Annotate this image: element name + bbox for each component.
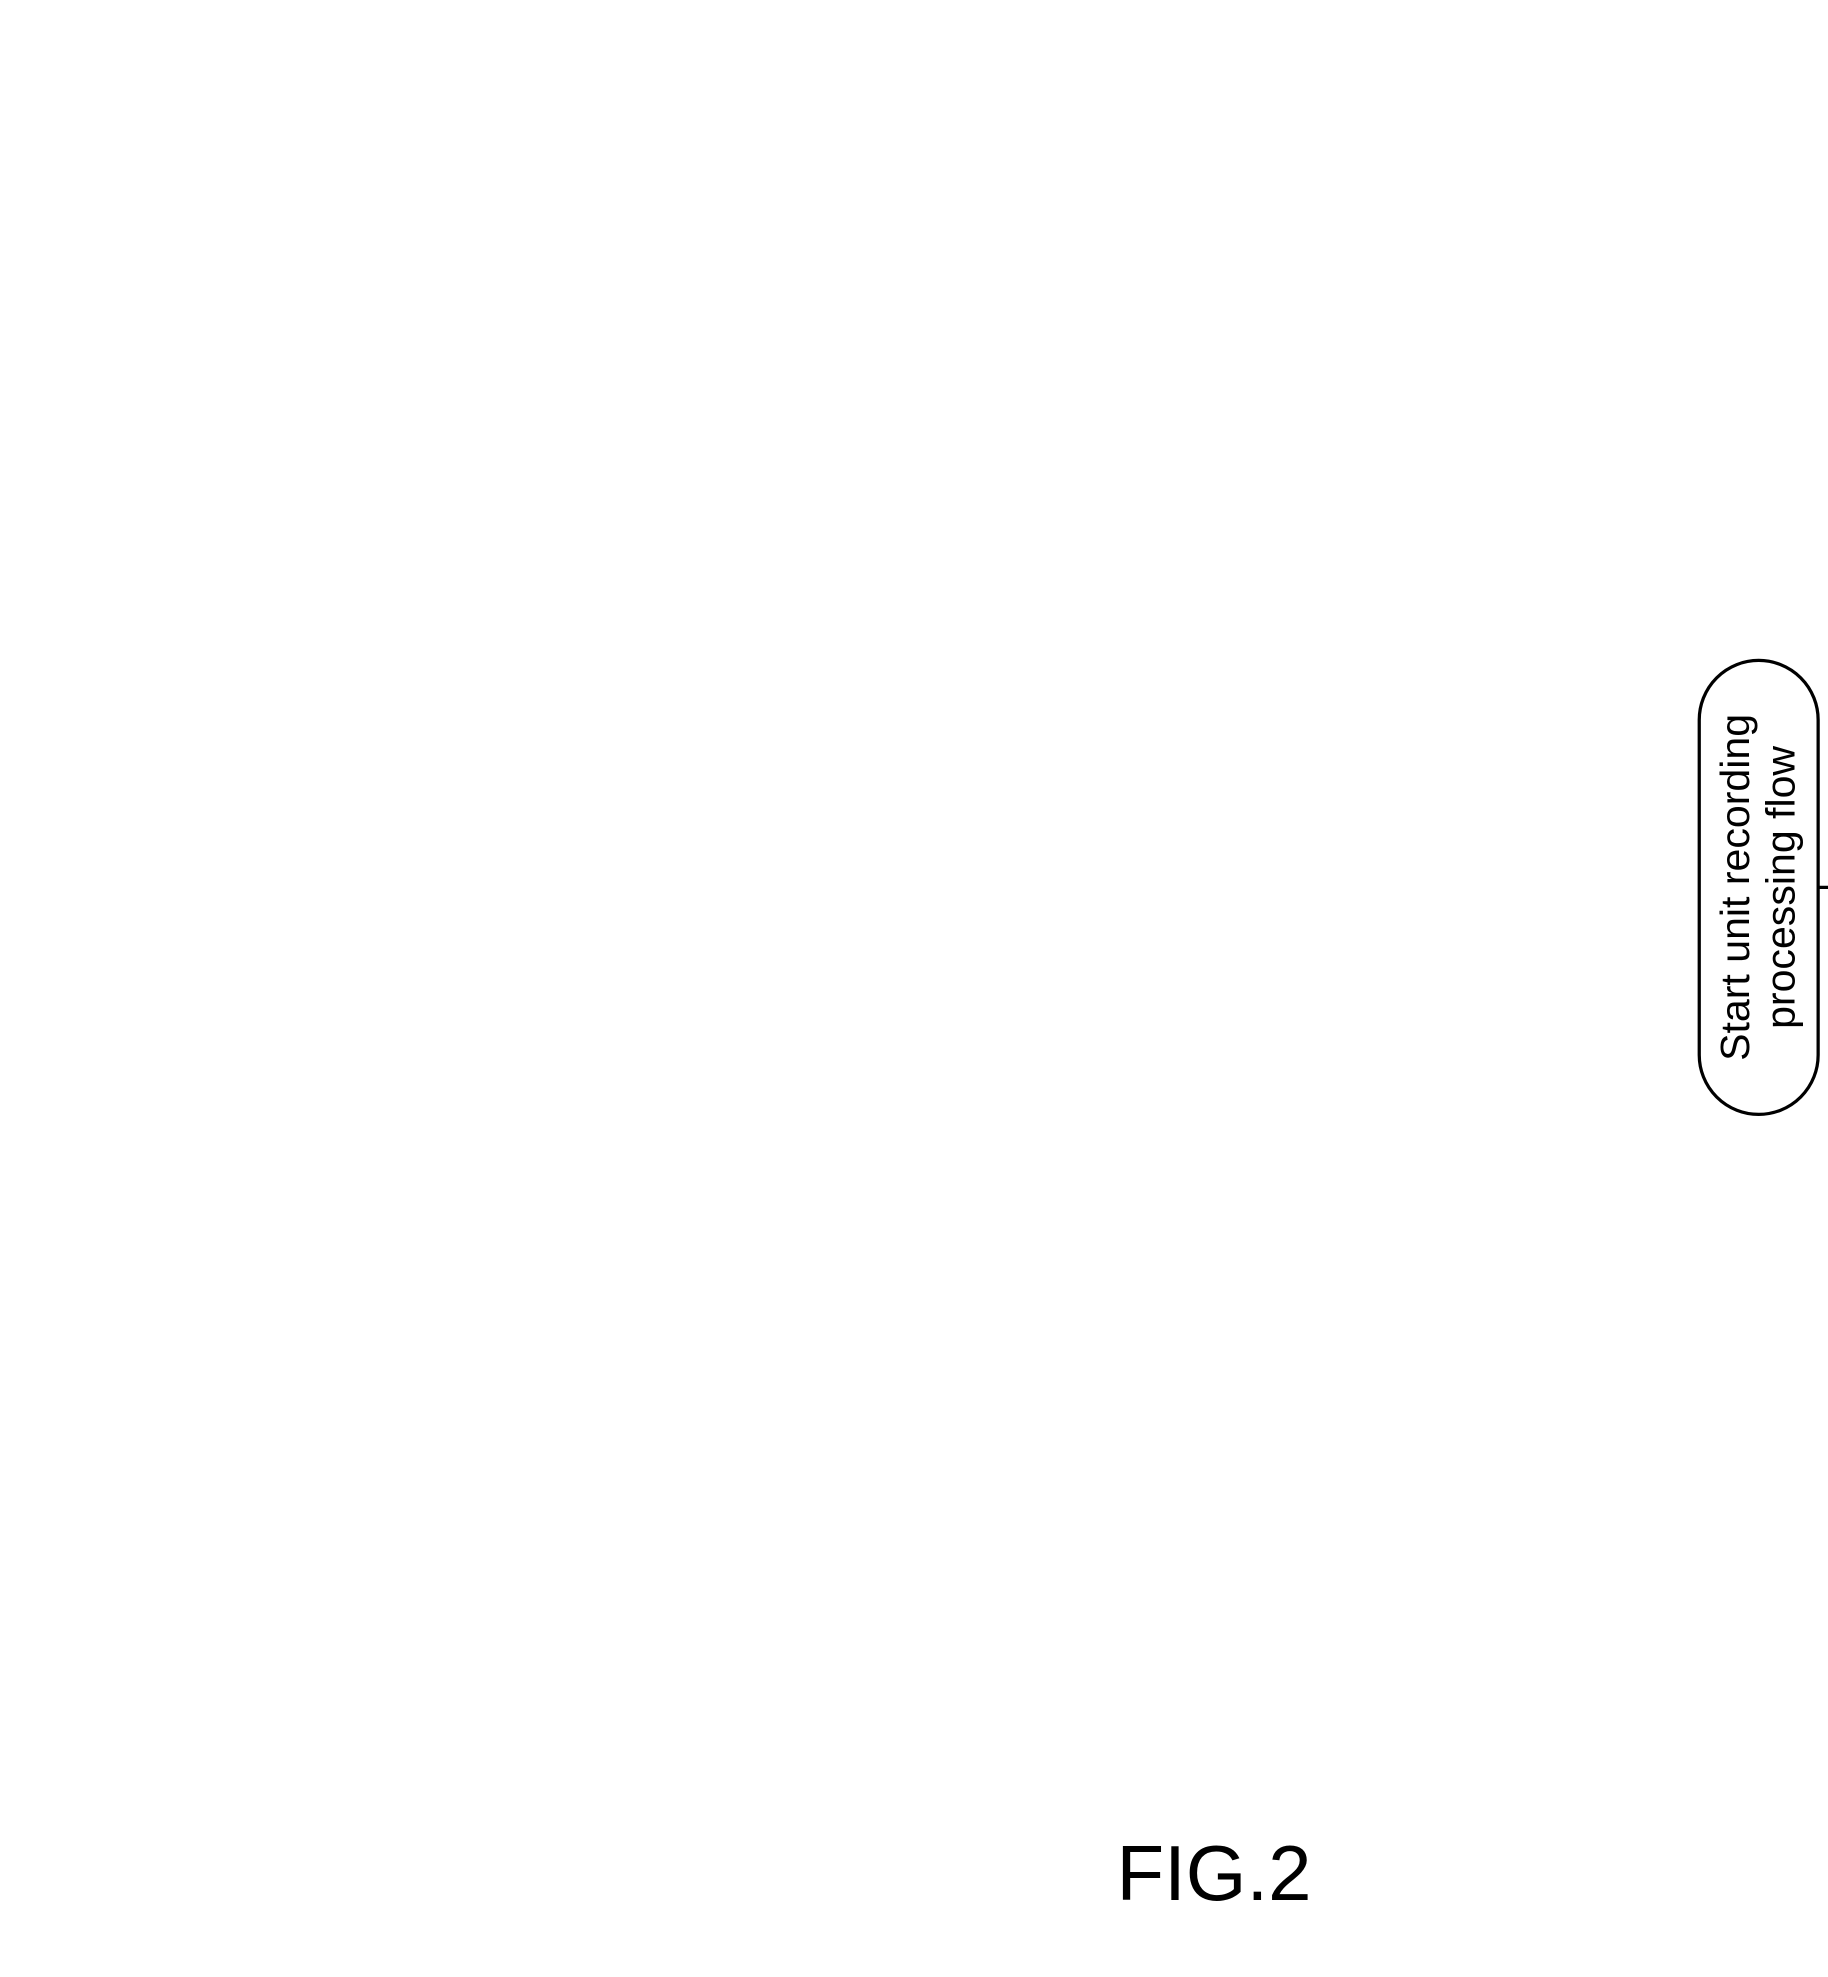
start-line-0: Start unit recording <box>1712 714 1758 1061</box>
start-line-1: processing flow <box>1757 746 1803 1029</box>
figure-caption: FIG.2 <box>1116 1829 1311 1917</box>
